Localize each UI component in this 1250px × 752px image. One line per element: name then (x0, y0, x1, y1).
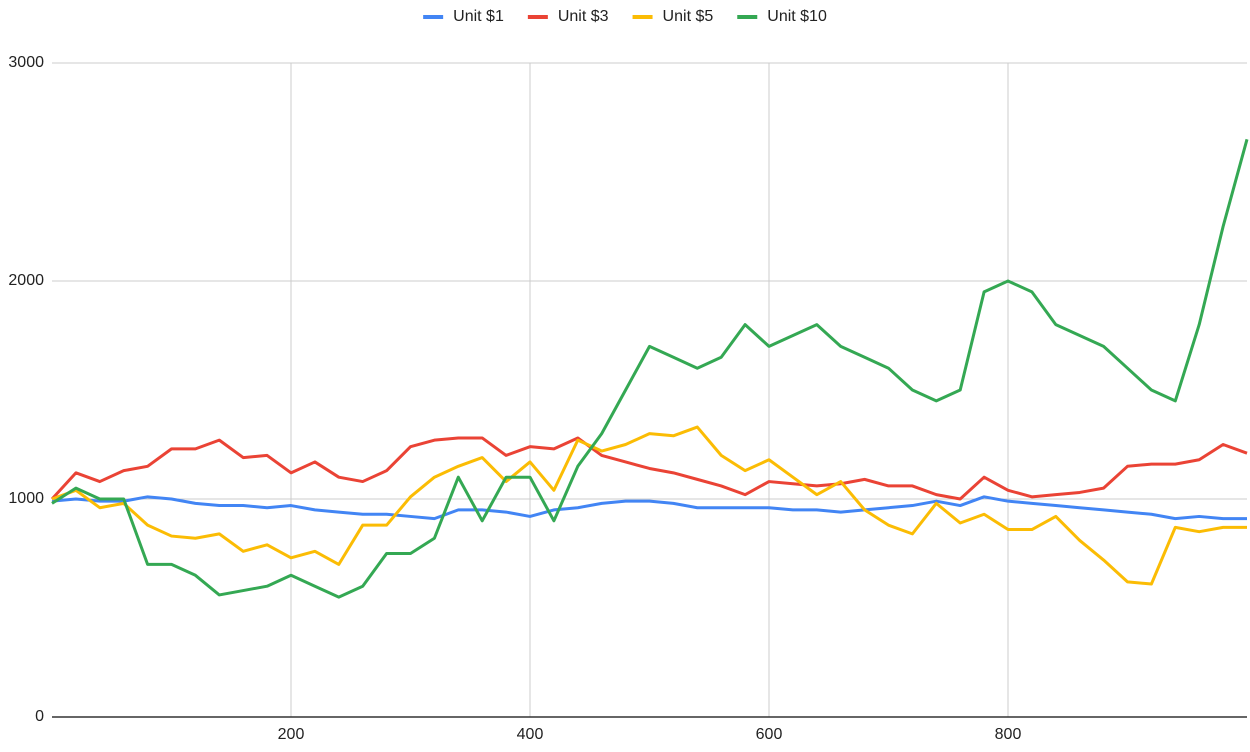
series-line (50, 436, 1248, 501)
x-tick-label: 600 (756, 726, 783, 743)
legend: Unit $1 Unit $3 Unit $5 Unit $10 (423, 8, 827, 25)
y-tick-label: 3000 (8, 54, 44, 71)
x-tick-label: 800 (995, 726, 1022, 743)
series-line (51, 495, 1247, 521)
legend-label: Unit $1 (453, 8, 504, 25)
legend-label: Unit $3 (558, 8, 609, 25)
y-tick-label: 0 (35, 708, 44, 725)
legend-label: Unit $5 (663, 8, 714, 25)
y-tick-label: 1000 (8, 490, 44, 507)
y-tick-label: 2000 (8, 272, 44, 289)
series-line (51, 425, 1247, 586)
x-tick-label: 400 (517, 726, 544, 743)
x-tick-label: 200 (278, 726, 305, 743)
series-line (51, 138, 1249, 599)
legend-label: Unit $10 (767, 8, 827, 25)
